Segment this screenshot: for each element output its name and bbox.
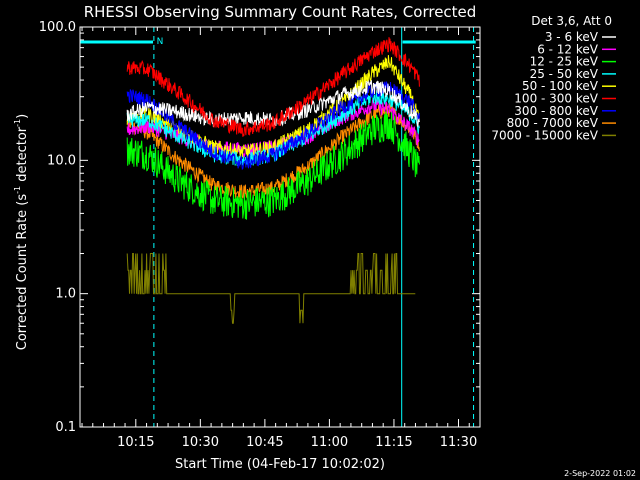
legend-label: 50 - 100 keV xyxy=(522,79,599,93)
y-tick-label: 0.1 xyxy=(55,420,76,435)
x-tick-label: 11:30 xyxy=(440,435,477,450)
legend-label: 3 - 6 keV xyxy=(545,30,599,44)
series-line xyxy=(126,81,420,170)
chart-title: RHESSI Observing Summary Count Rates, Co… xyxy=(84,3,477,21)
legend-label: 100 - 300 keV xyxy=(514,92,598,106)
x-tick-label: 10:15 xyxy=(117,435,154,450)
y-tick-label: 100.0 xyxy=(39,20,76,35)
y-tick-label: 10.0 xyxy=(47,153,76,168)
series-line xyxy=(126,102,420,200)
x-axis-label: Start Time (04-Feb-17 10:02:02) xyxy=(175,457,385,472)
legend-label: 12 - 25 keV xyxy=(530,55,599,69)
x-tick-label: 10:45 xyxy=(246,435,283,450)
legend-header: Det 3,6, Att 0 xyxy=(531,14,612,28)
legend-label: 7000 - 15000 keV xyxy=(491,128,598,142)
night-marker-label: N xyxy=(157,37,164,47)
legend-label: 800 - 7000 keV xyxy=(507,116,599,130)
y-axis-label: Corrected Count Rate (s-1 detector-1) xyxy=(13,114,30,350)
legend-label: 6 - 12 keV xyxy=(537,42,599,56)
series-line xyxy=(126,37,420,137)
series-line xyxy=(126,111,420,220)
plot-frame xyxy=(79,26,481,428)
x-tick-label: 10:30 xyxy=(182,435,219,450)
footer-timestamp: 2-Sep-2022 01:02 xyxy=(564,469,636,478)
legend-label: 300 - 800 keV xyxy=(514,104,598,118)
x-tick-label: 11:15 xyxy=(375,435,412,450)
x-tick-label: 11:00 xyxy=(311,435,348,450)
legend-label: 25 - 50 keV xyxy=(530,67,599,81)
y-tick-label: 1.0 xyxy=(55,287,76,302)
series-line xyxy=(126,253,416,324)
